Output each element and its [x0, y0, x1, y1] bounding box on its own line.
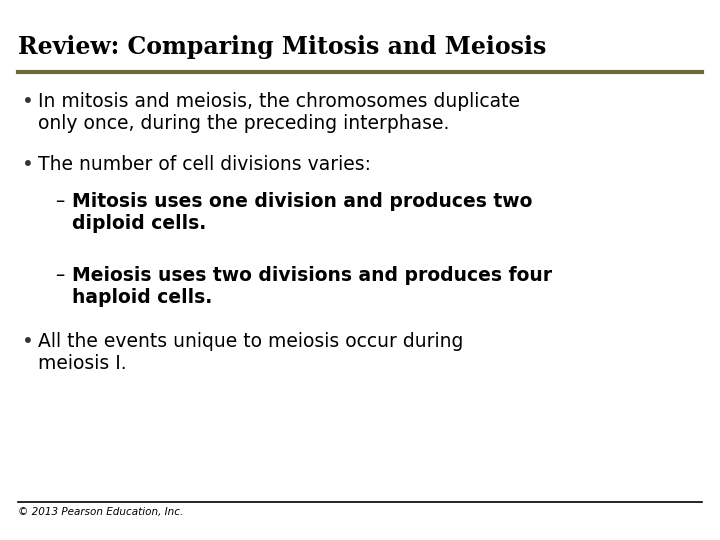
- Text: © 2013 Pearson Education, Inc.: © 2013 Pearson Education, Inc.: [18, 507, 184, 517]
- Text: Review: Comparing Mitosis and Meiosis: Review: Comparing Mitosis and Meiosis: [18, 35, 546, 59]
- Text: Mitosis uses one division and produces two: Mitosis uses one division and produces t…: [72, 192, 532, 211]
- Text: diploid cells.: diploid cells.: [72, 214, 206, 233]
- Text: meiosis I.: meiosis I.: [38, 354, 127, 373]
- Text: In mitosis and meiosis, the chromosomes duplicate: In mitosis and meiosis, the chromosomes …: [38, 92, 520, 111]
- Text: –: –: [55, 266, 64, 285]
- Text: The number of cell divisions varies:: The number of cell divisions varies:: [38, 155, 371, 174]
- Text: Meiosis uses two divisions and produces four: Meiosis uses two divisions and produces …: [72, 266, 552, 285]
- Text: –: –: [55, 192, 64, 211]
- Text: haploid cells.: haploid cells.: [72, 288, 212, 307]
- Text: •: •: [22, 155, 34, 174]
- Text: only once, during the preceding interphase.: only once, during the preceding interpha…: [38, 114, 449, 133]
- Text: All the events unique to meiosis occur during: All the events unique to meiosis occur d…: [38, 332, 464, 351]
- Text: •: •: [22, 92, 34, 111]
- Text: •: •: [22, 332, 34, 351]
